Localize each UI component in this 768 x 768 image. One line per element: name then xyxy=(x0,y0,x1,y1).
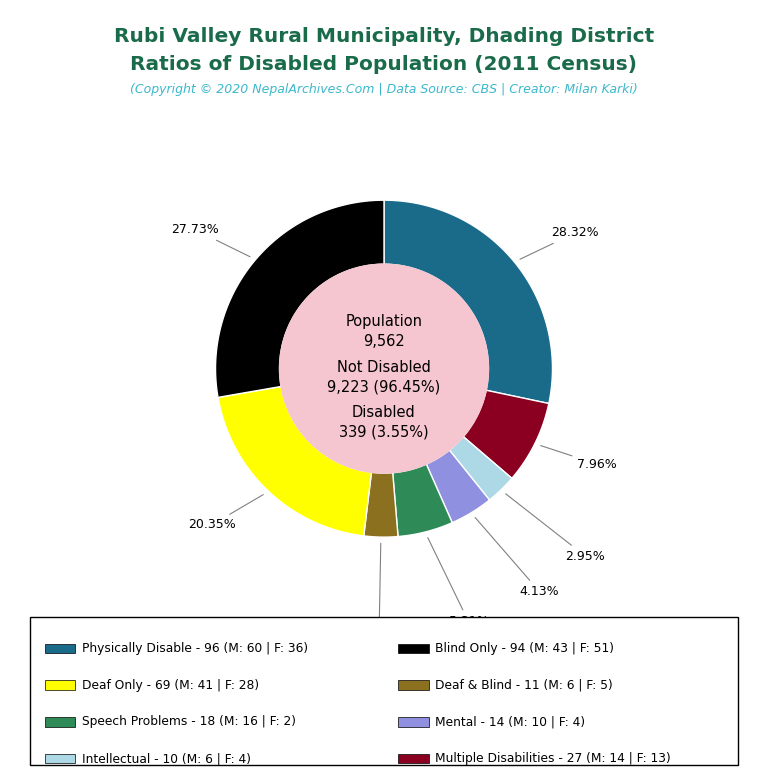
Text: Deaf Only - 69 (M: 41 | F: 28): Deaf Only - 69 (M: 41 | F: 28) xyxy=(81,679,259,691)
Text: 3.24%: 3.24% xyxy=(359,543,399,636)
FancyBboxPatch shape xyxy=(45,644,75,653)
Polygon shape xyxy=(392,464,452,537)
Polygon shape xyxy=(426,450,489,523)
FancyBboxPatch shape xyxy=(399,717,429,727)
FancyBboxPatch shape xyxy=(45,680,75,690)
Polygon shape xyxy=(449,437,512,500)
Polygon shape xyxy=(218,386,372,536)
Text: Disabled
339 (3.55%): Disabled 339 (3.55%) xyxy=(339,406,429,440)
Polygon shape xyxy=(364,472,398,537)
Text: 27.73%: 27.73% xyxy=(171,223,250,257)
Text: 5.31%: 5.31% xyxy=(428,538,488,628)
Text: Ratios of Disabled Population (2011 Census): Ratios of Disabled Population (2011 Cens… xyxy=(131,55,637,74)
Text: Blind Only - 94 (M: 43 | F: 51): Blind Only - 94 (M: 43 | F: 51) xyxy=(435,642,614,654)
Text: Intellectual - 10 (M: 6 | F: 4): Intellectual - 10 (M: 6 | F: 4) xyxy=(81,753,250,765)
Text: Physically Disable - 96 (M: 60 | F: 36): Physically Disable - 96 (M: 60 | F: 36) xyxy=(81,642,308,654)
Text: 7.96%: 7.96% xyxy=(541,445,617,471)
Text: Population
9,562: Population 9,562 xyxy=(346,314,422,349)
FancyBboxPatch shape xyxy=(45,717,75,727)
Text: Speech Problems - 18 (M: 16 | F: 2): Speech Problems - 18 (M: 16 | F: 2) xyxy=(81,716,296,728)
Text: 28.32%: 28.32% xyxy=(520,227,599,260)
FancyBboxPatch shape xyxy=(399,754,429,763)
Text: 2.95%: 2.95% xyxy=(505,494,605,563)
FancyBboxPatch shape xyxy=(399,680,429,690)
Polygon shape xyxy=(216,200,384,397)
Text: 4.13%: 4.13% xyxy=(475,518,559,598)
FancyBboxPatch shape xyxy=(30,617,738,765)
Polygon shape xyxy=(384,200,552,403)
Text: (Copyright © 2020 NepalArchives.Com | Data Source: CBS | Creator: Milan Karki): (Copyright © 2020 NepalArchives.Com | Da… xyxy=(130,83,638,96)
Text: Mental - 14 (M: 10 | F: 4): Mental - 14 (M: 10 | F: 4) xyxy=(435,716,585,728)
Text: Multiple Disabilities - 27 (M: 14 | F: 13): Multiple Disabilities - 27 (M: 14 | F: 1… xyxy=(435,753,671,765)
Text: Deaf & Blind - 11 (M: 6 | F: 5): Deaf & Blind - 11 (M: 6 | F: 5) xyxy=(435,679,613,691)
FancyBboxPatch shape xyxy=(45,754,75,763)
Polygon shape xyxy=(463,390,549,478)
Text: Not Disabled
9,223 (96.45%): Not Disabled 9,223 (96.45%) xyxy=(327,359,441,395)
Text: Rubi Valley Rural Municipality, Dhading District: Rubi Valley Rural Municipality, Dhading … xyxy=(114,27,654,46)
Circle shape xyxy=(280,264,488,473)
Text: 20.35%: 20.35% xyxy=(187,495,263,531)
FancyBboxPatch shape xyxy=(399,644,429,653)
